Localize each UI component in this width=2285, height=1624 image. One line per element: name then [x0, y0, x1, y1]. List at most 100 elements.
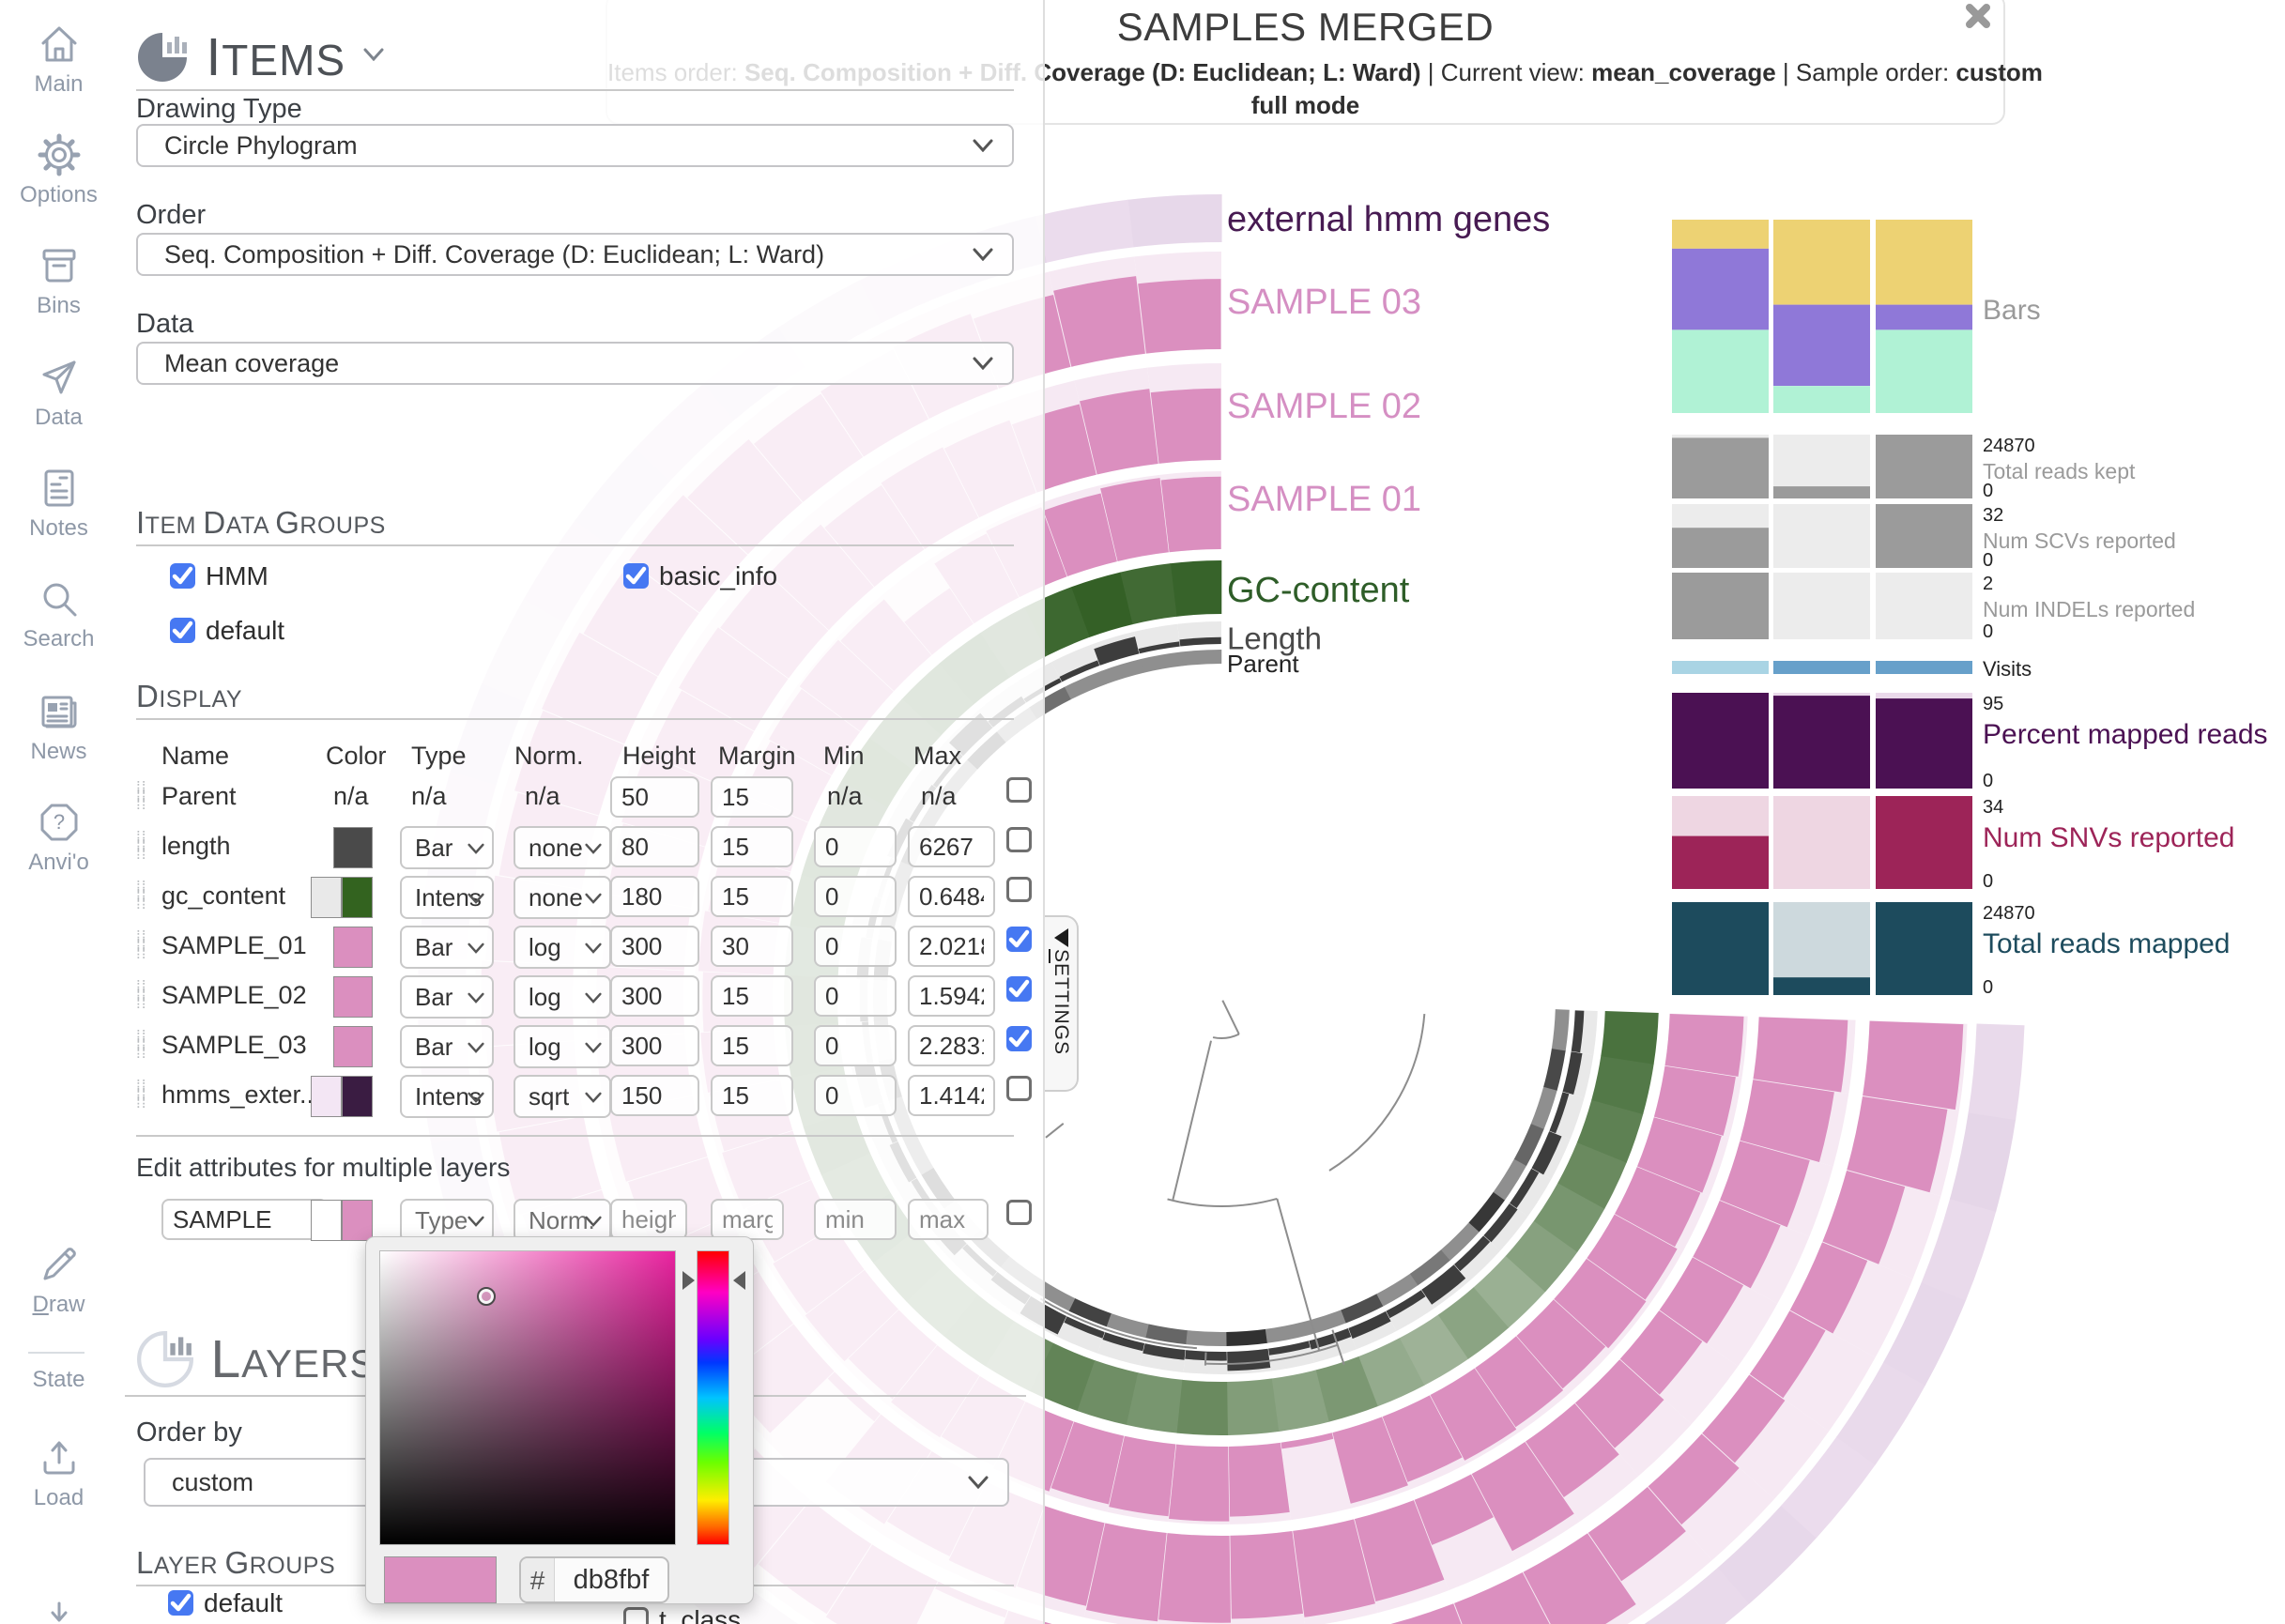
color-swatch-start[interactable]: [311, 1076, 342, 1117]
color-swatch[interactable]: [333, 976, 373, 1018]
max-input[interactable]: [908, 1025, 995, 1066]
ring-sector-bar: [1749, 1310, 1826, 1399]
sidebar-item-label: Load: [33, 1485, 84, 1510]
margin-input[interactable]: [711, 826, 793, 867]
multi-margin-input[interactable]: [711, 1199, 784, 1240]
sidebar-item-save[interactable]: [0, 1596, 117, 1624]
checkbox-layer-group-t_class[interactable]: [623, 1607, 649, 1624]
min-input[interactable]: [814, 826, 897, 867]
checkbox-layer-hmms_exter[interactable]: [1006, 1076, 1032, 1101]
height-input[interactable]: [610, 926, 699, 967]
drag-handle-icon[interactable]: ⁞⁞ ⁞⁞ ⁞⁞: [136, 1077, 147, 1111]
type-select[interactable]: Bar: [400, 826, 494, 869]
type-select[interactable]: Bar: [400, 1025, 494, 1068]
sidebar-item-notes[interactable]: Notes: [0, 465, 117, 542]
layer-name-filter-input[interactable]: [161, 1199, 328, 1240]
order-select[interactable]: Seq. Composition + Diff. Coverage (D: Eu…: [136, 233, 1014, 276]
checkbox-group-HMM[interactable]: [170, 563, 195, 589]
drawing-type-select[interactable]: Circle Phylogram: [136, 124, 1014, 167]
hex-color-input[interactable]: # db8fbf: [519, 1556, 669, 1603]
sidebar-item-search[interactable]: Search: [0, 575, 117, 652]
height-input[interactable]: [610, 876, 699, 917]
checkbox-layer-gc_content[interactable]: [1006, 877, 1032, 902]
saturation-cursor[interactable]: [477, 1287, 496, 1306]
type-select[interactable]: Bar: [400, 975, 494, 1019]
sidebar-item-data[interactable]: Data: [0, 354, 117, 431]
height-input[interactable]: [610, 975, 699, 1017]
checkbox-multi-apply[interactable]: [1006, 1200, 1032, 1225]
min-input[interactable]: [814, 876, 897, 917]
color-swatch-end[interactable]: [342, 877, 373, 918]
multi-max-input[interactable]: [908, 1199, 989, 1240]
height-input[interactable]: [610, 1075, 699, 1116]
norm-select[interactable]: log: [514, 1025, 611, 1068]
color-swatch[interactable]: [333, 1026, 373, 1067]
sidebar-item-anvio[interactable]: ? Anvi'o: [0, 799, 117, 876]
checkbox-layer-Parent[interactable]: [1006, 777, 1032, 803]
multi-color-swatch-start[interactable]: [311, 1200, 342, 1241]
checkbox-layer-SAMPLE_01[interactable]: [1006, 927, 1032, 952]
drag-handle-icon[interactable]: ⁞⁞ ⁞⁞ ⁞⁞: [136, 927, 147, 962]
norm-select[interactable]: log: [514, 926, 611, 969]
min-input[interactable]: [814, 975, 897, 1017]
drag-handle-icon[interactable]: ⁞⁞ ⁞⁞ ⁞⁞: [136, 977, 147, 1012]
max-input[interactable]: [908, 876, 995, 917]
margin-input[interactable]: [711, 876, 793, 917]
norm-select[interactable]: log: [514, 975, 611, 1019]
drag-handle-icon[interactable]: ⁞⁞ ⁞⁞ ⁞⁞: [136, 828, 147, 863]
drag-handle-icon[interactable]: ⁞⁞ ⁞⁞ ⁞⁞: [136, 878, 147, 912]
margin-input[interactable]: [711, 1075, 793, 1116]
sidebar-item-draw[interactable]: Draw: [0, 1241, 117, 1318]
sidebar-item-state[interactable]: State: [0, 1363, 117, 1393]
sidebar-item-news[interactable]: News: [0, 688, 117, 765]
height-input[interactable]: [610, 826, 699, 867]
checkbox-layer-SAMPLE_02[interactable]: [1006, 976, 1032, 1002]
height-input[interactable]: [610, 776, 699, 818]
min-input[interactable]: [814, 926, 897, 967]
sidebar-item-options[interactable]: Options: [0, 131, 117, 208]
max-input[interactable]: [908, 926, 995, 967]
sidebar-item-load[interactable]: Load: [0, 1434, 117, 1511]
color-swatch[interactable]: [333, 827, 373, 868]
ring-sector-intensity: [1921, 1198, 1997, 1301]
max-input[interactable]: [908, 826, 995, 867]
multi-min-input[interactable]: [814, 1199, 897, 1240]
multi-color-swatch-end[interactable]: [342, 1200, 373, 1241]
margin-input[interactable]: [711, 1025, 793, 1066]
checkbox-layer-SAMPLE_03[interactable]: [1006, 1026, 1032, 1051]
settings-tab-toggle[interactable]: SETTINGS: [1045, 915, 1079, 1092]
checkbox-layer-length[interactable]: [1006, 827, 1032, 852]
norm-select[interactable]: sqrt: [514, 1075, 611, 1118]
checkbox-group-default[interactable]: [170, 618, 195, 643]
margin-input[interactable]: [711, 926, 793, 967]
hue-slider[interactable]: [697, 1250, 729, 1545]
min-input[interactable]: [814, 1075, 897, 1116]
layers-section-header[interactable]: LAYERS: [137, 1328, 376, 1390]
drag-handle-icon[interactable]: ⁞⁞ ⁞⁞ ⁞⁞: [136, 1027, 147, 1062]
norm-select[interactable]: none: [514, 876, 611, 919]
drag-handle-icon[interactable]: ⁞⁞ ⁞⁞ ⁞⁞: [136, 778, 147, 813]
sidebar-item-bins[interactable]: Bins: [0, 242, 117, 319]
type-select[interactable]: Intens: [400, 876, 494, 919]
color-swatch-start[interactable]: [311, 877, 342, 918]
color-swatch[interactable]: [333, 927, 373, 968]
max-input[interactable]: [908, 975, 995, 1017]
margin-input[interactable]: [711, 975, 793, 1017]
type-select[interactable]: Bar: [400, 926, 494, 969]
close-icon[interactable]: [1966, 4, 1990, 28]
type-select[interactable]: Intens: [400, 1075, 494, 1118]
saturation-field[interactable]: [379, 1250, 676, 1545]
checkbox-group-basic_info[interactable]: [623, 563, 649, 589]
sidebar-item-main[interactable]: Main: [0, 21, 117, 98]
color-swatch-end[interactable]: [342, 1076, 373, 1117]
items-section-header[interactable]: ITEMS: [136, 26, 384, 87]
multi-height-input[interactable]: [610, 1199, 687, 1240]
norm-select[interactable]: none: [514, 826, 611, 869]
data-select[interactable]: Mean coverage: [136, 342, 1014, 385]
margin-input[interactable]: [711, 776, 793, 818]
checkbox-layer-group-default[interactable]: [168, 1590, 193, 1616]
ring-sector-intensity: [1101, 659, 1144, 684]
height-input[interactable]: [610, 1025, 699, 1066]
max-input[interactable]: [908, 1075, 995, 1116]
min-input[interactable]: [814, 1025, 897, 1066]
